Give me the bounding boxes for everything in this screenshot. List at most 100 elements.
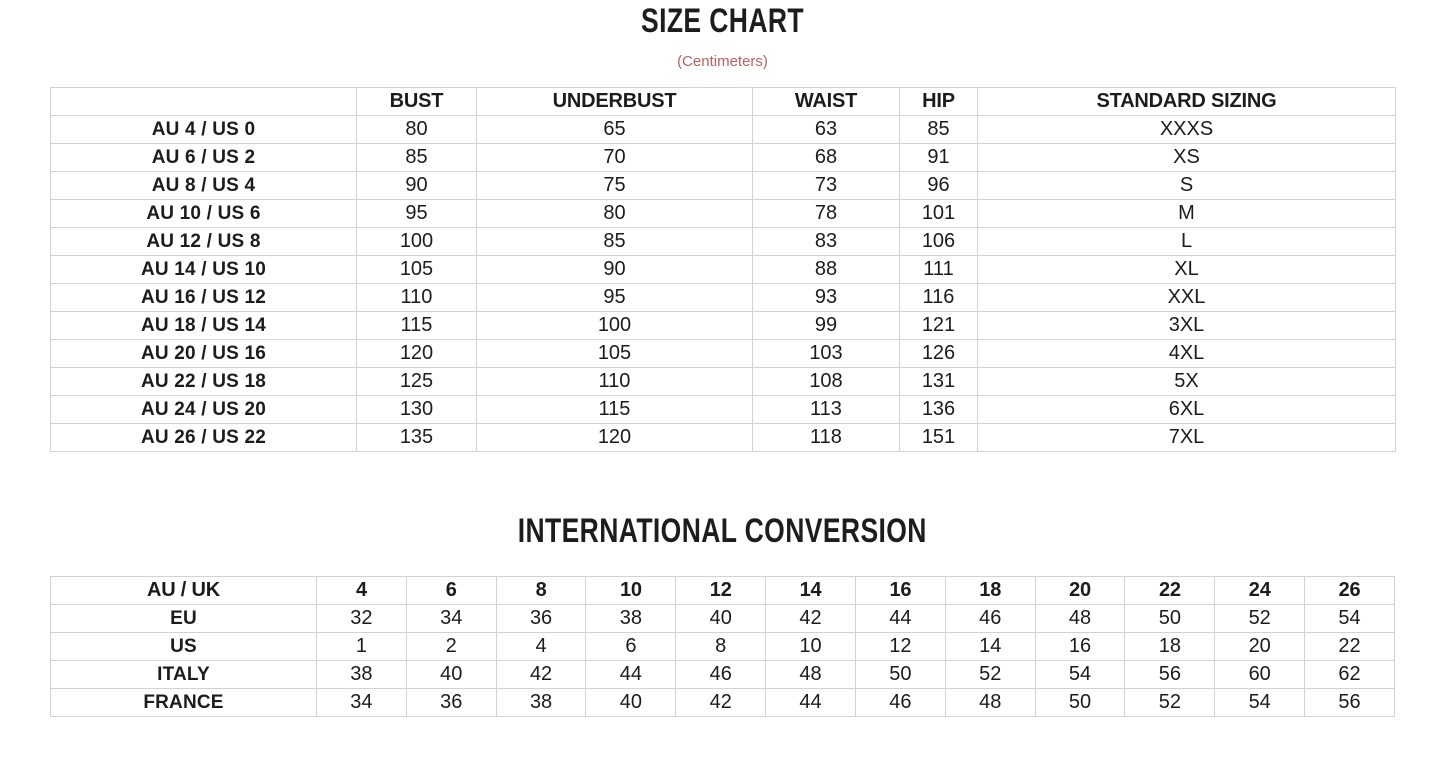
conversion-cell: 1 (316, 632, 407, 661)
conversion-cell: 50 (1034, 688, 1126, 717)
size-cell: 6XL (977, 395, 1396, 424)
size-cell: 96 (899, 171, 978, 200)
size-cell: 131 (899, 367, 978, 396)
conversion-cell: 54 (1304, 604, 1395, 633)
size-cell: 80 (356, 115, 477, 144)
conversion-cell: 52 (944, 660, 1036, 689)
size-cell: XS (977, 143, 1396, 172)
conversion-cell: 38 (585, 604, 677, 633)
conversion-cell: 2 (405, 632, 497, 661)
conversion-cell: 46 (944, 604, 1036, 633)
size-cell: 85 (476, 227, 753, 256)
size-row-label: AU 18 / US 14 (50, 311, 357, 340)
column-header: 6 (405, 576, 497, 605)
conversion-row-label: US (50, 632, 317, 661)
conversion-row: EU 32 34 36 38 40 42 44 46 48 50 52 54 (50, 604, 1395, 633)
column-header: 16 (854, 576, 946, 605)
size-row-label: AU 22 / US 18 (50, 367, 357, 396)
size-cell: 120 (476, 423, 753, 452)
size-cell: 100 (476, 311, 753, 340)
size-chart-row: AU 6 / US 2 85 70 68 91 XS (50, 143, 1396, 172)
size-chart-row: AU 12 / US 8 100 85 83 106 L (50, 227, 1396, 256)
size-chart-row: AU 20 / US 16 120 105 103 126 4XL (50, 339, 1396, 368)
conversion-cell: 4 (495, 632, 587, 661)
size-cell: 7XL (977, 423, 1396, 452)
conversion-cell: 18 (1124, 632, 1216, 661)
size-cell: 83 (752, 227, 900, 256)
column-header: UNDERBUST (476, 87, 753, 116)
conversion-cell: 46 (854, 688, 946, 717)
conversion-row: US 1 2 4 6 8 10 12 14 16 18 20 22 (50, 632, 1395, 661)
size-cell: 70 (476, 143, 753, 172)
conversion-cell: 50 (1124, 604, 1216, 633)
size-cell: 151 (899, 423, 978, 452)
conversion-cell: 8 (675, 632, 767, 661)
size-cell: 68 (752, 143, 900, 172)
column-header: HIP (899, 87, 978, 116)
conversion-cell: 50 (854, 660, 946, 689)
conversion-row-label: FRANCE (50, 688, 317, 717)
conversion-cell: 32 (316, 604, 407, 633)
conversion-cell: 52 (1214, 604, 1306, 633)
conversion-cell: 34 (405, 604, 497, 633)
conversion-cell: 48 (1034, 604, 1126, 633)
size-row-label: AU 4 / US 0 (50, 115, 357, 144)
conversion-cell: 54 (1214, 688, 1306, 717)
size-cell: 110 (476, 367, 753, 396)
size-cell: 91 (899, 143, 978, 172)
size-row-label: AU 26 / US 22 (50, 423, 357, 452)
conversion-cell: 12 (854, 632, 946, 661)
size-cell: 4XL (977, 339, 1396, 368)
page-title-text: SIZE CHART (640, 2, 805, 40)
size-cell: 120 (356, 339, 477, 368)
size-row-label: AU 20 / US 16 (50, 339, 357, 368)
size-chart-row: AU 4 / US 0 80 65 63 85 XXXS (50, 115, 1396, 144)
size-row-label: AU 24 / US 20 (50, 395, 357, 424)
size-cell: 126 (899, 339, 978, 368)
conversion-cell: 40 (405, 660, 497, 689)
size-cell: 125 (356, 367, 477, 396)
size-cell: 105 (476, 339, 753, 368)
size-cell: 118 (752, 423, 900, 452)
conversion-cell: 48 (765, 660, 856, 689)
size-cell: 78 (752, 199, 900, 228)
column-header: 22 (1124, 576, 1216, 605)
conversion-cell: 22 (1304, 632, 1395, 661)
column-header (50, 87, 357, 116)
size-cell: 115 (356, 311, 477, 340)
size-chart-table: BUST UNDERBUST WAIST HIP STANDARD SIZING AU … (50, 87, 1396, 452)
conversion-cell: 10 (765, 632, 856, 661)
size-cell: 85 (899, 115, 978, 144)
size-chart-row: AU 18 / US 14 115 100 99 121 3XL (50, 311, 1396, 340)
size-chart-row: AU 8 / US 4 90 75 73 96 S (50, 171, 1396, 200)
conversion-cell: 48 (944, 688, 1036, 717)
conversion-cell: 34 (316, 688, 407, 717)
column-header: 12 (675, 576, 767, 605)
size-cell: 130 (356, 395, 477, 424)
column-header: 10 (585, 576, 677, 605)
conversion-cell: 36 (405, 688, 497, 717)
size-cell: 5X (977, 367, 1396, 396)
size-cell: 113 (752, 395, 900, 424)
size-cell: 108 (752, 367, 900, 396)
units-subtitle: (Centimeters) (677, 53, 768, 70)
conversion-cell: 36 (495, 604, 587, 633)
column-header: 26 (1304, 576, 1395, 605)
conversion-cell: 44 (854, 604, 946, 633)
conversion-cell: 42 (675, 688, 767, 717)
size-cell: 105 (356, 255, 477, 284)
size-chart-row: AU 24 / US 20 130 115 113 136 6XL (50, 395, 1396, 424)
conversion-row: ITALY 38 40 42 44 46 48 50 52 54 56 60 62 (50, 660, 1395, 689)
size-cell: M (977, 199, 1396, 228)
conversion-cell: 6 (585, 632, 677, 661)
size-cell: 65 (476, 115, 753, 144)
size-cell: XXL (977, 283, 1396, 312)
size-chart-row: AU 14 / US 10 105 90 88 111 XL (50, 255, 1396, 284)
conversion-row: FRANCE 34 36 38 40 42 44 46 48 50 52 54 56 (50, 688, 1395, 717)
size-cell: 121 (899, 311, 978, 340)
size-cell: 73 (752, 171, 900, 200)
size-cell: 88 (752, 255, 900, 284)
size-cell: XL (977, 255, 1396, 284)
conversion-cell: 44 (585, 660, 677, 689)
